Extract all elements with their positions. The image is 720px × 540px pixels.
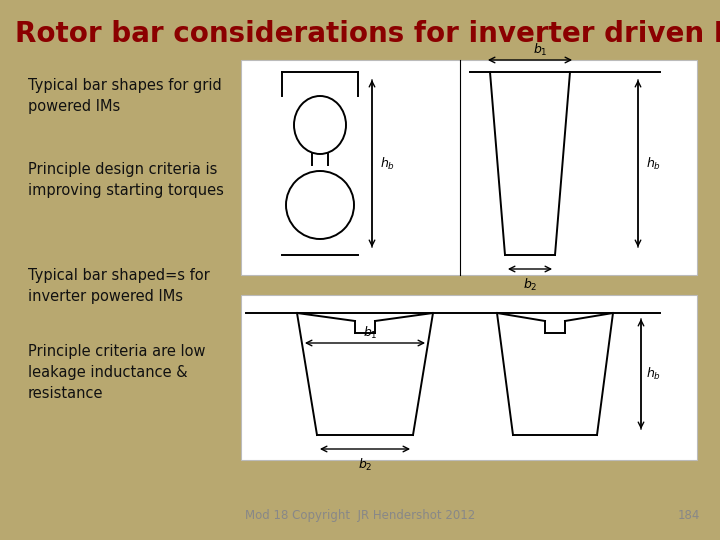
Text: Typical bar shaped=s for
inverter powered IMs: Typical bar shaped=s for inverter powere… — [28, 268, 210, 304]
Text: $h_b$: $h_b$ — [646, 366, 661, 382]
Text: Principle criteria are low
leakage inductance &
resistance: Principle criteria are low leakage induc… — [28, 344, 205, 401]
Text: $h_b$: $h_b$ — [646, 156, 661, 172]
Text: Principle design criteria is
improving starting torques: Principle design criteria is improving s… — [28, 162, 224, 198]
Text: $b_1$: $b_1$ — [533, 42, 547, 58]
Text: Rotor bar considerations for inverter driven IMs: Rotor bar considerations for inverter dr… — [15, 20, 720, 48]
Text: $b_2$: $b_2$ — [358, 457, 372, 473]
Text: 184: 184 — [678, 509, 700, 522]
Text: Mod 18 Copyright  JR Hendershot 2012: Mod 18 Copyright JR Hendershot 2012 — [245, 509, 475, 522]
Text: Typical bar shapes for grid
powered IMs: Typical bar shapes for grid powered IMs — [28, 78, 222, 114]
FancyBboxPatch shape — [241, 60, 697, 275]
Text: $b_1$: $b_1$ — [363, 325, 377, 341]
FancyBboxPatch shape — [241, 295, 697, 460]
Text: $b_2$: $b_2$ — [523, 277, 537, 293]
Text: $h_b$: $h_b$ — [380, 156, 395, 172]
